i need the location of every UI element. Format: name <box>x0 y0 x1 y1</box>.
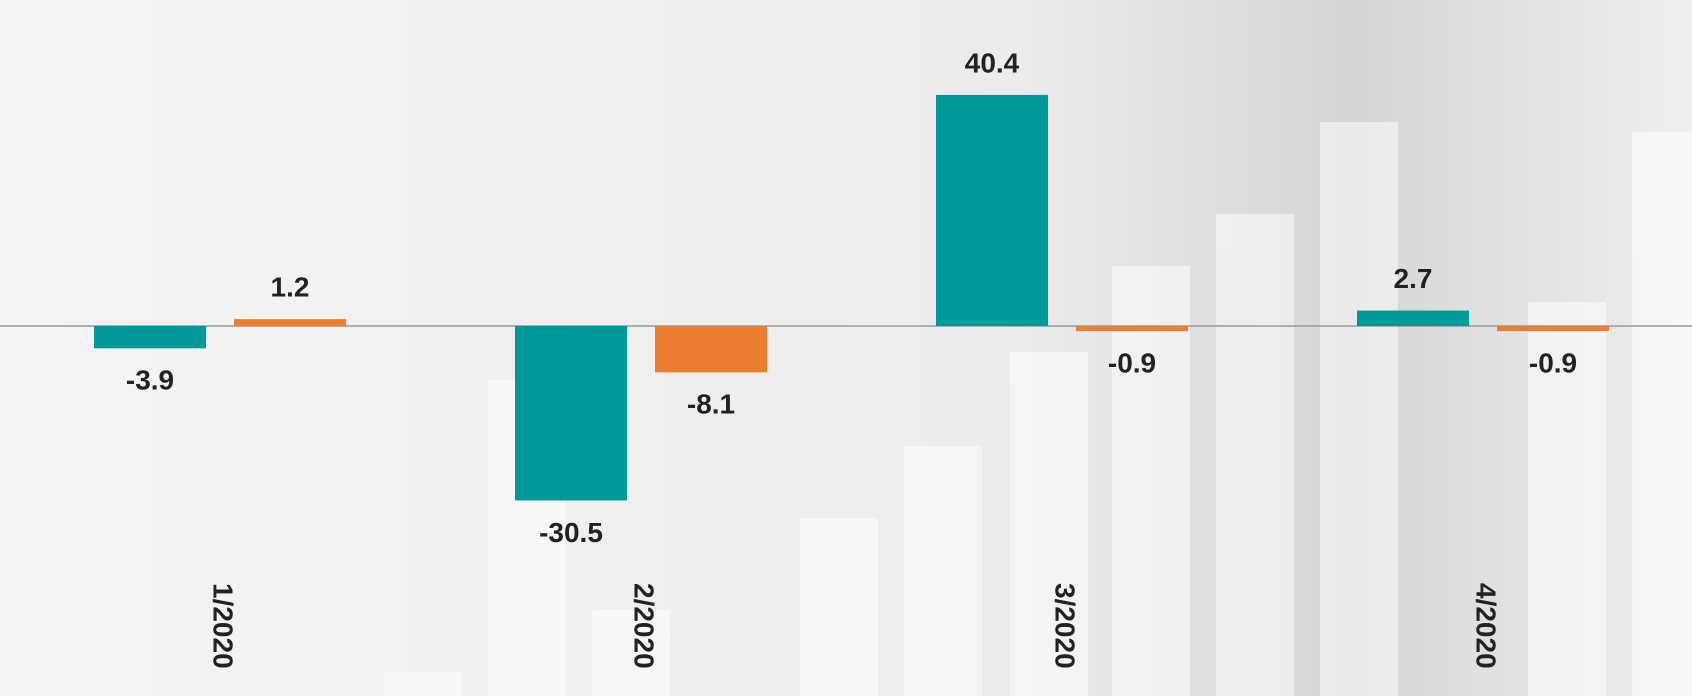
x-tick-label: 4/2020 <box>1471 583 1502 669</box>
data-label: -3.9 <box>126 365 174 396</box>
data-label: 40.4 <box>965 47 1020 78</box>
data-label: 2.7 <box>1394 263 1433 294</box>
data-label: -30.5 <box>539 517 603 548</box>
background-decoration <box>384 122 1692 696</box>
bar <box>1076 326 1188 332</box>
x-tick-label: 1/2020 <box>208 583 239 669</box>
x-tick-label: 2/2020 <box>629 583 660 669</box>
data-label: -8.1 <box>687 389 735 420</box>
data-label: -0.9 <box>1108 348 1156 379</box>
bar <box>1357 310 1469 326</box>
bar <box>234 319 346 326</box>
data-label: -0.9 <box>1529 348 1577 379</box>
bar <box>655 326 767 373</box>
bar <box>515 326 627 501</box>
bar <box>936 94 1048 326</box>
bar <box>94 326 206 349</box>
bar <box>1497 326 1609 332</box>
x-tick-label: 3/2020 <box>1050 583 1081 669</box>
data-label: 1.2 <box>271 272 310 303</box>
